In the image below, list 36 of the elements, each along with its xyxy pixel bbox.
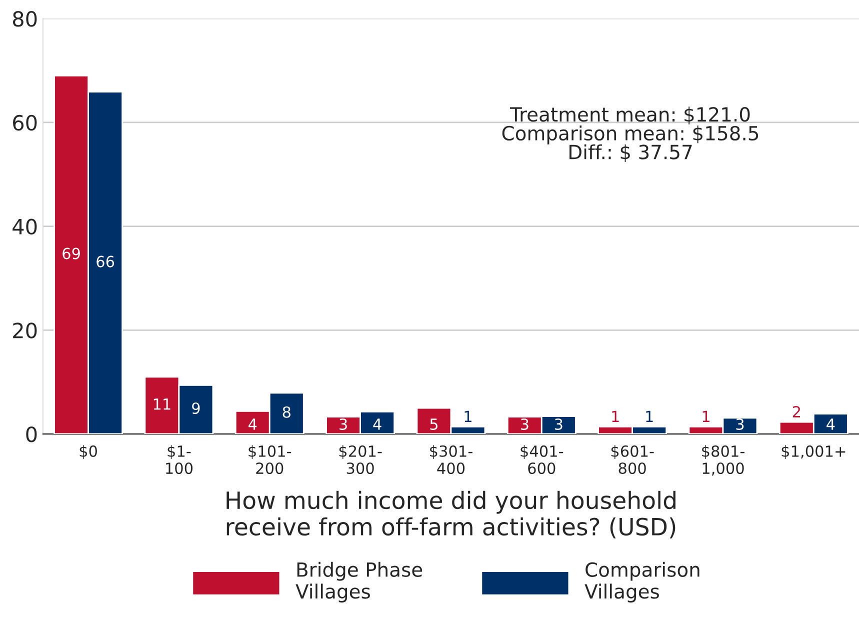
data-label: 8 bbox=[282, 406, 290, 418]
data-label: 3 bbox=[520, 418, 528, 430]
x-axis-title: How much income did your household receive from off-farm activities? (USD) bbox=[226, 490, 676, 538]
data-label: 1 bbox=[646, 410, 653, 422]
data-label: 1 bbox=[702, 410, 710, 422]
annotation: Treatment mean: $121.0 Comparison mean: $158.5 Diff.: $ 37.57 bbox=[502, 106, 758, 162]
x-tick-label: $601- 800 bbox=[611, 445, 654, 474]
data-label: 4 bbox=[826, 418, 835, 430]
data-label: 1 bbox=[612, 410, 619, 422]
x-tick-label: $1,001+ bbox=[782, 445, 846, 459]
x-tick-label: $201- 300 bbox=[339, 445, 382, 474]
y-tick-label: 20 bbox=[13, 322, 37, 338]
x-tick-label: $101- 200 bbox=[248, 445, 292, 474]
legend-label: Bridge Phase Villages bbox=[296, 562, 422, 602]
y-tick-label: 40 bbox=[12, 218, 37, 235]
legend-label: Comparison Villages bbox=[584, 562, 700, 602]
data-label: 4 bbox=[373, 418, 382, 430]
y-tick-label: 0 bbox=[26, 426, 37, 442]
x-tick-label: $1- 100 bbox=[166, 445, 193, 474]
data-label: 66 bbox=[96, 256, 114, 268]
data-label: 3 bbox=[554, 418, 562, 430]
y-tick-label: 60 bbox=[13, 114, 37, 131]
x-tick-label: $401- 600 bbox=[520, 445, 564, 474]
data-label: 69 bbox=[62, 248, 80, 260]
data-label: 3 bbox=[736, 418, 744, 430]
data-label: 2 bbox=[792, 406, 800, 418]
x-tick-label: $301- 400 bbox=[430, 445, 472, 474]
data-label: 5 bbox=[430, 418, 438, 430]
data-label: 9 bbox=[192, 402, 200, 414]
x-tick-label: $0 bbox=[80, 445, 97, 459]
y-tick-label: 80 bbox=[12, 11, 37, 27]
data-label: 1 bbox=[464, 410, 472, 422]
x-tick-label: $801- 1,000 bbox=[702, 445, 744, 476]
data-label: 4 bbox=[248, 418, 257, 430]
data-label: 11 bbox=[154, 398, 170, 410]
data-label: 3 bbox=[340, 418, 347, 430]
